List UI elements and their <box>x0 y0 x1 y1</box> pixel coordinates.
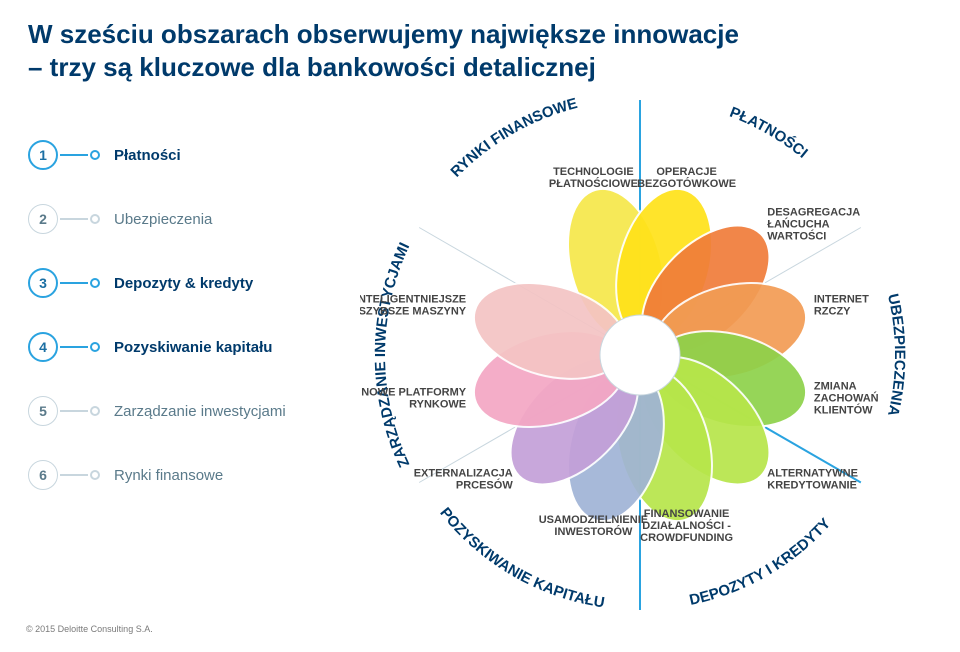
petal-label: USAMODZIELNIENIEINWESTORÓW <box>539 514 648 538</box>
list-label: Ubezpieczenia <box>114 211 212 228</box>
list-label: Płatności <box>114 147 181 164</box>
list-connector <box>60 346 88 348</box>
list-number: 5 <box>28 396 58 426</box>
list-dot <box>90 406 100 416</box>
page-title: W sześciu obszarach obserwujemy najwięks… <box>28 18 739 83</box>
list-number: 6 <box>28 460 58 490</box>
petal-label: FINANSOWANIEDZIAŁALNOŚCI -CROWDFUNDING <box>640 508 733 544</box>
list-number: 3 <box>28 268 58 298</box>
list-connector <box>60 474 88 476</box>
petal-label: ZMIANAZACHOWAŃKLIENTÓW <box>814 381 879 417</box>
list-label: Depozyty & kredyty <box>114 275 253 292</box>
list-item: 5 Zarządzanie inwestycjami <box>28 396 286 426</box>
areas-list: 1 Płatności 2 Ubezpieczenia 3 Depozyty & kred… <box>28 140 286 524</box>
list-item: 6 Rynki finansowe <box>28 460 286 490</box>
petal-label: ALTERNATYWNEKREDYTOWANIE <box>767 467 858 491</box>
list-dot <box>90 278 100 288</box>
list-item: 4 Pozyskiwanie kapitału <box>28 332 286 362</box>
sector-title: ZARZĄDZANIE INWESTYCJAMI <box>372 240 413 470</box>
petal-label: NOWE PLATFORMYRYNKOWE <box>361 387 467 411</box>
list-number: 4 <box>28 332 58 362</box>
sector-title: PŁATNOŚCI <box>727 104 811 162</box>
innovation-chart: PŁATNOŚCIUBEZPIECZENIADEPOZYTY I KREDYTY… <box>360 90 920 620</box>
copyright: © 2015 Deloitte Consulting S.A. <box>26 624 153 634</box>
petal-label: TECHNOLOGIEPŁATNOŚCIOWE <box>549 166 638 190</box>
list-item: 2 Ubezpieczenia <box>28 204 286 234</box>
list-number: 2 <box>28 204 58 234</box>
petal-label: INTELIGENTNIEJSZEI SZYBSZE MASZYNY <box>360 293 467 317</box>
petal-label: DESAGREGACJAŁAŃCUCHAWARTOŚCI <box>767 207 860 243</box>
list-item: 3 Depozyty & kredyty <box>28 268 286 298</box>
list-dot <box>90 342 100 352</box>
petal-label: OPERACJEBEZGOTÓWKOWE <box>637 166 736 190</box>
title-line1: W sześciu obszarach obserwujemy najwięks… <box>28 19 739 49</box>
list-label: Rynki finansowe <box>114 467 223 484</box>
list-connector <box>60 218 88 220</box>
petal-label: EXTERNALIZACJAPRCESÓW <box>414 467 514 491</box>
title-line2: – trzy są kluczowe dla bankowości detali… <box>28 52 596 82</box>
list-label: Pozyskiwanie kapitału <box>114 339 272 356</box>
list-dot <box>90 214 100 224</box>
sector-title: UBEZPIECZENIA <box>884 292 908 418</box>
list-item: 1 Płatności <box>28 140 286 170</box>
list-dot <box>90 470 100 480</box>
list-connector <box>60 410 88 412</box>
list-connector <box>60 154 88 156</box>
list-number: 1 <box>28 140 58 170</box>
center-circle <box>600 315 680 395</box>
list-label: Zarządzanie inwestycjami <box>114 403 286 420</box>
list-connector <box>60 282 88 284</box>
petal-label: INTERNETRZCZY <box>814 293 869 317</box>
list-dot <box>90 150 100 160</box>
